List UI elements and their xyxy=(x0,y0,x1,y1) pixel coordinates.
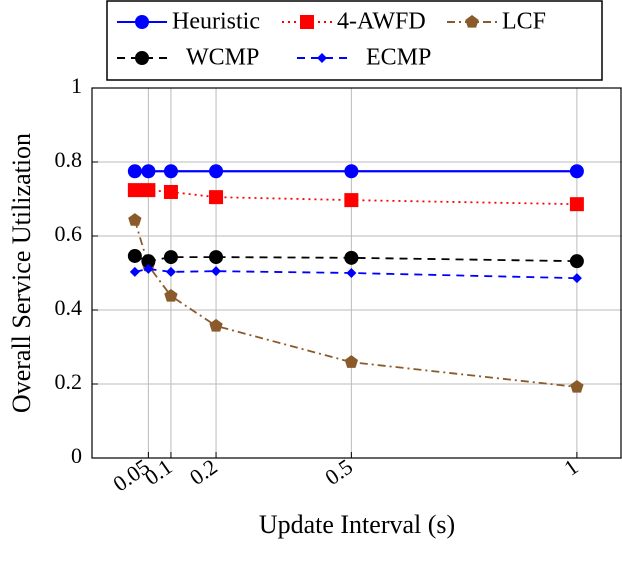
marker xyxy=(209,250,224,265)
x-axis-label: Update Interval (s) xyxy=(259,510,455,539)
legend-label: Heuristic xyxy=(172,9,260,35)
marker xyxy=(344,164,359,179)
x-tick-label: 0.5 xyxy=(320,454,357,490)
y-tick-label: 0.8 xyxy=(55,147,83,172)
legend-box xyxy=(106,0,603,81)
marker xyxy=(135,51,149,65)
x-tick-label: 0.2 xyxy=(185,454,222,490)
marker xyxy=(300,15,314,29)
series-line xyxy=(134,268,577,280)
marker xyxy=(209,164,224,179)
marker xyxy=(571,273,582,284)
marker xyxy=(569,164,584,179)
marker xyxy=(569,254,584,269)
marker xyxy=(165,266,176,277)
marker xyxy=(127,183,142,198)
y-tick-label: 1 xyxy=(71,73,82,98)
marker xyxy=(163,184,178,199)
marker xyxy=(465,15,479,28)
marker xyxy=(570,379,584,393)
marker xyxy=(141,254,156,269)
y-tick-label: 0.4 xyxy=(55,295,83,320)
marker xyxy=(127,248,142,263)
marker xyxy=(163,164,178,179)
marker xyxy=(344,193,359,208)
legend-label: 4-AWFD xyxy=(337,9,426,35)
legend-label: WCMP xyxy=(186,45,259,71)
marker xyxy=(128,213,142,226)
marker xyxy=(141,183,156,198)
marker xyxy=(127,164,142,179)
plot-frame xyxy=(91,87,622,459)
marker xyxy=(317,53,327,63)
marker xyxy=(346,268,357,278)
y-axis-label: Overall Service Utilization xyxy=(7,133,36,413)
marker xyxy=(569,197,584,212)
marker xyxy=(209,190,224,205)
series-line xyxy=(134,255,577,263)
marker xyxy=(209,318,223,332)
marker xyxy=(141,164,156,179)
y-tick-label: 0 xyxy=(71,443,82,468)
y-tick-label: 0.6 xyxy=(55,221,83,246)
x-tick-label: 0.1 xyxy=(140,454,177,490)
marker xyxy=(129,266,140,277)
marker xyxy=(211,266,222,277)
marker xyxy=(344,250,359,265)
marker xyxy=(344,355,359,368)
y-tick-label: 0.2 xyxy=(55,369,83,394)
marker xyxy=(143,263,154,274)
legend-label: LCF xyxy=(502,9,546,35)
marker xyxy=(164,288,178,302)
marker xyxy=(135,15,149,29)
legend-label: ECMP xyxy=(366,45,431,71)
marker xyxy=(163,250,178,265)
